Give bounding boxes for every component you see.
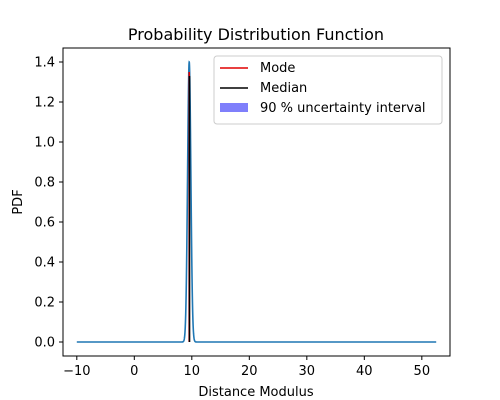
- x-tick-label: 50: [414, 364, 431, 379]
- legend-median-label: Median: [260, 81, 307, 96]
- y-tick-label: 0.6: [34, 216, 55, 231]
- legend-interval-label: 90 % uncertainty interval: [260, 101, 426, 116]
- y-tick-label: 0.2: [34, 296, 55, 311]
- legend: Mode Median 90 % uncertainty interval: [213, 55, 443, 125]
- x-tick-label: 20: [241, 364, 258, 379]
- x-axis-label: Distance Modulus: [198, 385, 313, 400]
- legend-interval-swatch: [220, 103, 248, 112]
- y-tick-label: 0.4: [34, 256, 55, 271]
- y-tick-label: 1.4: [34, 56, 55, 71]
- x-tick-label: 40: [356, 364, 373, 379]
- x-tick-label: −10: [63, 364, 90, 379]
- chart-title: Probability Distribution Function: [128, 25, 384, 44]
- plot-frame: [62, 47, 451, 357]
- y-tick-label: 0.8: [34, 176, 55, 191]
- legend-mode-label: Mode: [260, 61, 295, 76]
- y-tick-label: 1.2: [34, 96, 55, 111]
- y-axis-label: PDF: [11, 189, 26, 214]
- pdf-curve-line: [76, 60, 437, 343]
- y-tick-label: 1.0: [34, 136, 55, 151]
- x-tick-label: 30: [299, 364, 316, 379]
- x-tick-label: 0: [130, 364, 138, 379]
- legend-box: [213, 55, 443, 125]
- y-tick-label: 0.0: [34, 336, 55, 351]
- x-tick-label: 10: [184, 364, 201, 379]
